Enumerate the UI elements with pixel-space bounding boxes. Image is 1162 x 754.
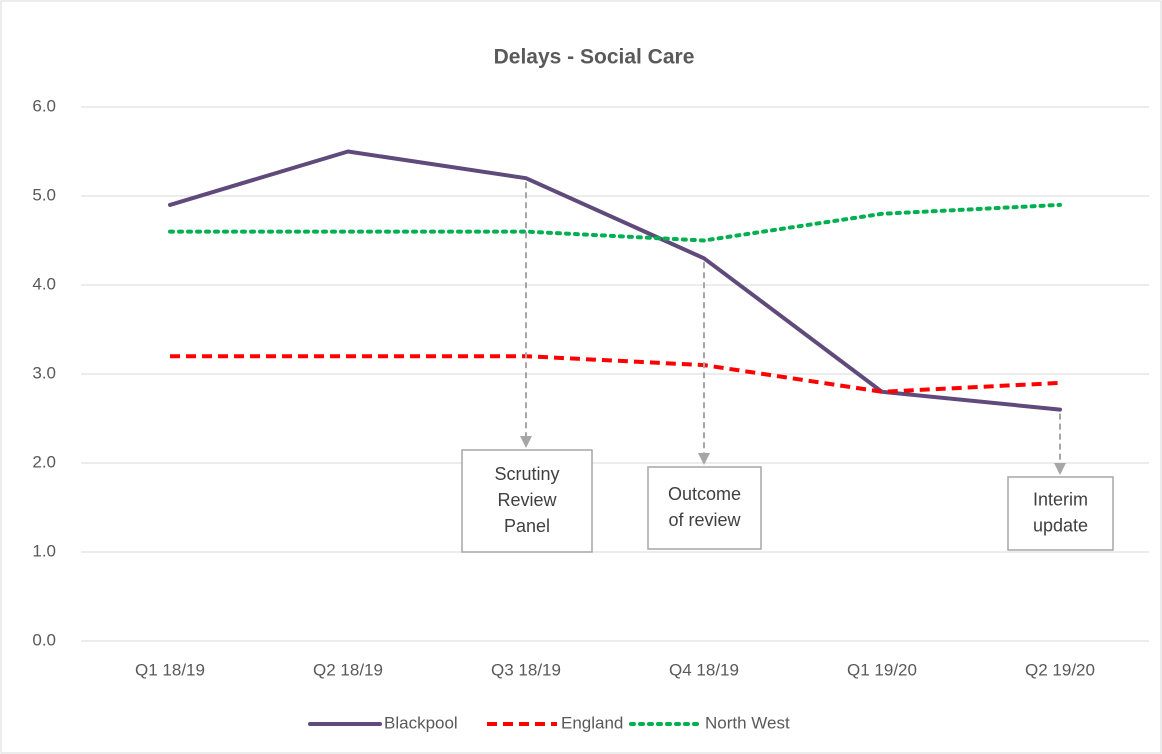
annotation-arrowhead: [1054, 463, 1066, 475]
annotation-text: Interim: [1033, 489, 1088, 509]
annotation-text: update: [1033, 515, 1088, 535]
annotation-text: Panel: [504, 516, 550, 536]
annotation-text: Outcome: [668, 484, 741, 504]
annotation-arrowhead: [698, 453, 710, 465]
annotation-box: [1007, 476, 1114, 551]
x-tick-label: Q4 18/19: [669, 660, 739, 679]
x-tick-label: Q3 18/19: [491, 660, 561, 679]
chart-title: Delays - Social Care: [494, 46, 695, 69]
y-tick-label: 6.0: [32, 96, 56, 115]
y-tick-label: 0.0: [32, 630, 56, 649]
annotation-text: of review: [668, 510, 741, 530]
y-tick-label: 4.0: [32, 274, 56, 293]
y-tick-label: 3.0: [32, 363, 56, 382]
data-line: [168, 202, 1062, 243]
annotation-text: Scrutiny: [494, 464, 559, 484]
legend-label: North West: [705, 713, 790, 732]
annotation: Interim update: [1007, 413, 1114, 551]
data-line: [170, 354, 1061, 394]
legend-label: Blackpool: [384, 713, 458, 732]
y-tick-label: 2.0: [32, 452, 56, 471]
annotation-arrowhead: [520, 436, 532, 448]
x-tick-label: Q2 19/20: [1025, 660, 1095, 679]
x-tick-label: Q1 19/20: [847, 660, 917, 679]
annotation: Scrutiny Review Panel: [461, 182, 593, 553]
annotation-box: [647, 466, 762, 550]
annotation-box: [461, 449, 593, 553]
x-tick-label: Q1 18/19: [135, 660, 205, 679]
legend-label: England: [561, 713, 623, 732]
y-tick-label: 1.0: [32, 541, 56, 560]
x-tick-label: Q2 18/19: [313, 660, 383, 679]
annotation-text: Review: [497, 490, 557, 510]
data-line: [168, 149, 1062, 412]
y-tick-label: 5.0: [32, 185, 56, 204]
annotation: Outcome of review: [647, 262, 762, 550]
